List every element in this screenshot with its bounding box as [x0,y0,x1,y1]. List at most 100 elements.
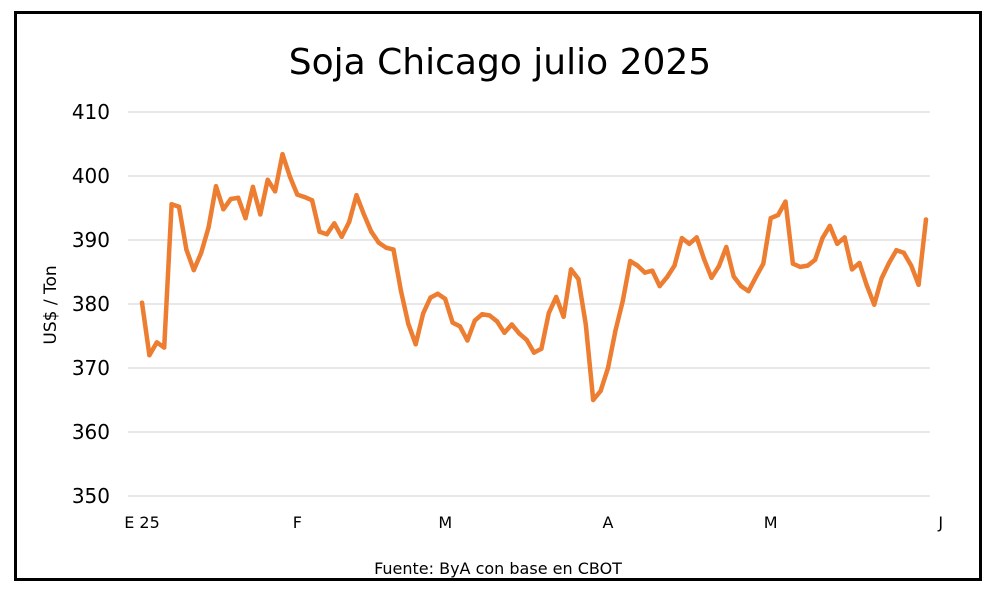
data-point [864,283,870,288]
data-point [517,331,522,336]
data-point [154,340,159,345]
data-point [664,274,670,280]
data-point [161,345,167,350]
data-point [287,174,293,179]
y-axis-label: US$ / Ton [41,265,61,344]
data-point [324,232,330,237]
data-point [724,244,729,250]
data-point [642,270,648,275]
data-point [198,250,204,255]
data-point [627,258,633,264]
series-group [139,151,929,403]
data-point [361,212,367,217]
data-point [191,267,196,273]
x-tick-label: M [438,513,452,532]
data-point [835,241,840,247]
data-point [147,353,152,358]
data-point [775,212,781,218]
data-point [901,250,907,255]
data-point [857,260,862,266]
data-point [443,296,448,302]
y-tick-label: 390 [72,228,110,252]
data-point [450,320,455,325]
data-point [420,311,426,316]
data-point [716,264,722,269]
data-point [228,196,233,202]
data-point [568,267,574,272]
data-point [916,282,921,287]
data-point [783,199,788,204]
data-point [391,247,396,252]
data-point [738,283,744,289]
x-axis-ticks: E 25 F M A M J [124,513,943,532]
data-point [235,195,241,200]
data-point [487,313,492,318]
x-tick-label: E 25 [124,513,160,532]
data-point [169,201,174,207]
data-point [354,193,359,198]
data-point [672,263,677,268]
data-point [376,240,381,245]
x-tick-label: J [937,513,943,532]
data-point [383,245,389,250]
data-point [812,257,818,263]
data-point [509,322,515,327]
data-point [346,219,352,225]
data-point [465,338,470,343]
data-point [258,212,263,217]
data-point [657,283,662,289]
y-tick-label: 410 [72,100,110,124]
data-point [923,217,929,222]
data-point [679,235,685,241]
data-point [317,229,322,234]
data-point [480,312,485,317]
data-point [909,263,914,268]
data-point [650,268,655,273]
data-point [184,247,189,252]
data-point [539,346,544,351]
y-tick-label: 350 [72,484,110,508]
data-point [820,235,825,241]
data-point [280,152,285,157]
x-tick-label: F [293,513,302,532]
data-point [457,324,463,329]
data-point [687,241,692,247]
data-point [435,291,441,296]
y-tick-label: 370 [72,356,110,380]
data-point [332,221,337,226]
data-point [546,310,551,316]
data-point [849,267,855,272]
data-point [701,257,707,262]
data-point [694,235,699,240]
data-point [798,264,803,270]
data-point [265,177,270,183]
data-point [494,319,500,324]
data-point [553,294,559,300]
data-point [709,275,714,280]
x-tick-label: M [764,513,778,532]
data-point [598,388,603,394]
y-axis-ticks: 410 400 390 380 370 360 350 [72,100,110,508]
data-point [872,302,877,307]
data-point [731,274,736,279]
data-point [613,328,618,334]
data-point [761,261,766,266]
data-point [827,223,833,229]
y-tick-label: 400 [72,164,110,188]
data-point [413,342,418,347]
data-point [805,263,810,268]
data-point [206,225,211,230]
data-point [531,350,537,355]
data-point [894,248,899,253]
data-point [176,204,182,209]
data-point [790,261,796,266]
data-point [620,298,625,303]
data-point [605,365,611,371]
data-point [398,288,404,293]
data-point [583,322,588,327]
data-point [295,192,300,197]
data-point [635,263,640,268]
chart-title: Soja Chicago julio 2025 [289,42,711,83]
series-line [139,151,929,403]
data-point [309,198,315,203]
